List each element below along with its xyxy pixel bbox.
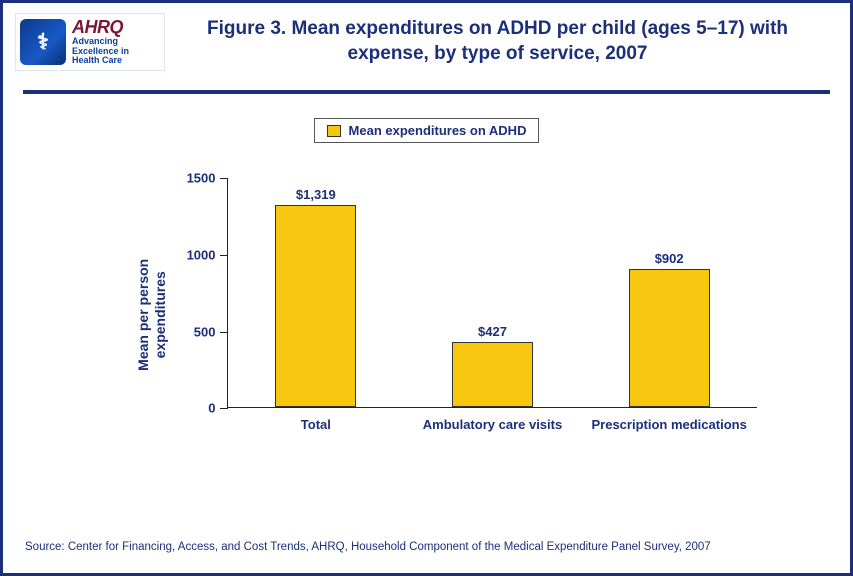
bar-value-label: $902	[655, 251, 684, 266]
logo-text: AHRQ Advancing Excellence in Health Care	[72, 18, 129, 67]
tagline-line: Advancing	[72, 36, 118, 46]
bar-value-label: $427	[478, 324, 507, 339]
y-tick	[220, 255, 228, 256]
y-axis-title: Mean per person expenditures	[135, 230, 169, 400]
header-divider	[23, 90, 830, 94]
y-tick	[220, 178, 228, 179]
legend: Mean expenditures on ADHD	[314, 118, 540, 143]
plot-area: 050010001500$1,319Total$427Ambulatory ca…	[227, 178, 757, 408]
hhs-seal-icon: ⚕	[20, 19, 66, 65]
bar: $1,319	[275, 205, 356, 407]
tagline-line: Excellence in	[72, 46, 129, 56]
x-tick-label: Prescription medications	[589, 417, 749, 433]
legend-swatch-icon	[327, 125, 341, 137]
chart: Mean expenditures on ADHD Mean per perso…	[77, 118, 777, 488]
y-tick-label: 1000	[187, 248, 216, 263]
tagline-line: Health Care	[72, 55, 122, 65]
source-note: Source: Center for Financing, Access, an…	[25, 541, 711, 553]
logo-tagline: Advancing Excellence in Health Care	[72, 37, 129, 67]
bar: $902	[629, 269, 710, 407]
header: ⚕ AHRQ Advancing Excellence in Health Ca…	[3, 3, 850, 80]
bar: $427	[452, 342, 533, 407]
y-tick	[220, 408, 228, 409]
y-tick-label: 500	[194, 324, 216, 339]
figure-frame: ⚕ AHRQ Advancing Excellence in Health Ca…	[0, 0, 853, 576]
x-tick-label: Ambulatory care visits	[413, 417, 573, 433]
bar-value-label: $1,319	[296, 187, 336, 202]
legend-label: Mean expenditures on ADHD	[349, 123, 527, 138]
logo-brand: AHRQ	[72, 18, 129, 37]
ahrq-logo: ⚕ AHRQ Advancing Excellence in Health Ca…	[15, 13, 165, 71]
y-tick-label: 0	[208, 401, 215, 416]
x-tick-label: Total	[236, 417, 396, 433]
y-tick	[220, 332, 228, 333]
figure-title: Figure 3. Mean expenditures on ADHD per …	[185, 11, 810, 66]
y-tick-label: 1500	[187, 171, 216, 186]
